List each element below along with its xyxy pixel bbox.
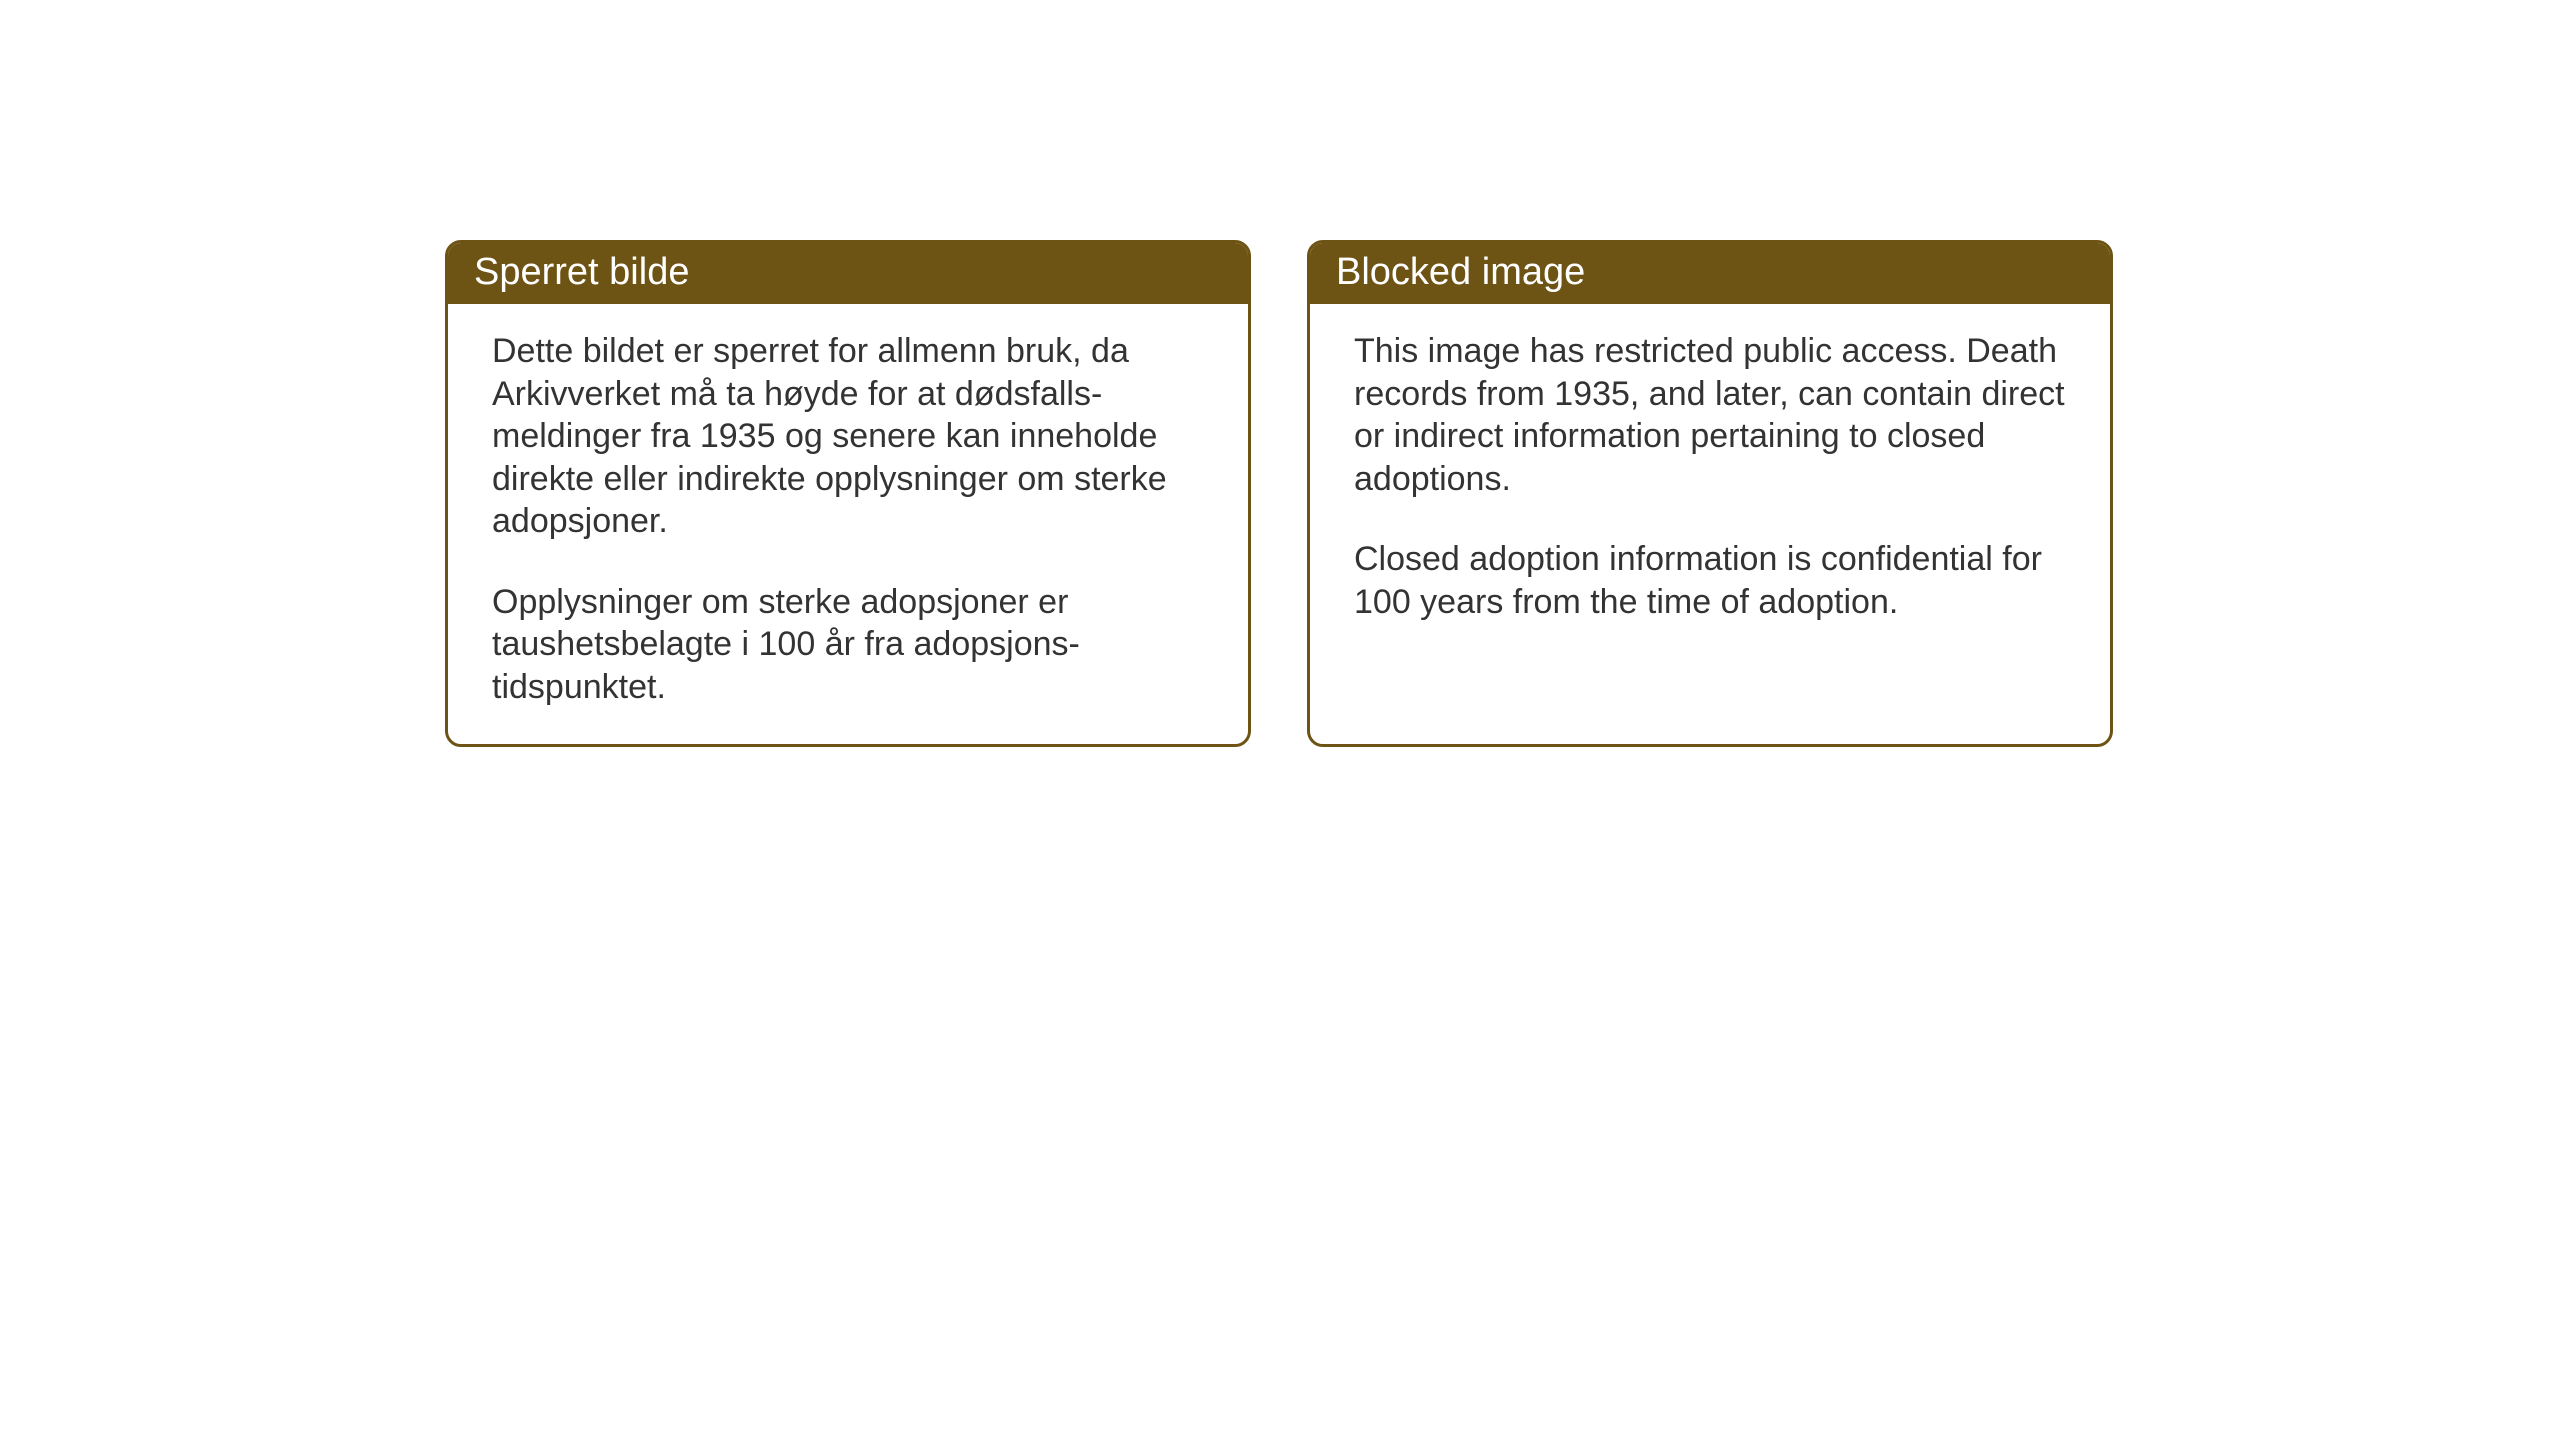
notice-title-norwegian: Sperret bilde <box>474 251 689 293</box>
notice-paragraph-1-norwegian: Dette bildet er sperret for allmenn bruk… <box>492 330 1204 543</box>
notice-box-norwegian: Sperret bilde Dette bildet er sperret fo… <box>445 240 1251 747</box>
notice-paragraph-2-norwegian: Opplysninger om sterke adopsjoner er tau… <box>492 581 1204 709</box>
notice-paragraph-1-english: This image has restricted public access.… <box>1354 330 2066 500</box>
notices-container: Sperret bilde Dette bildet er sperret fo… <box>445 240 2113 747</box>
notice-header-english: Blocked image <box>1310 243 2110 304</box>
notice-body-english: This image has restricted public access.… <box>1310 304 2110 732</box>
notice-header-norwegian: Sperret bilde <box>448 243 1248 304</box>
notice-title-english: Blocked image <box>1336 251 1585 293</box>
notice-body-norwegian: Dette bildet er sperret for allmenn bruk… <box>448 304 1248 744</box>
notice-box-english: Blocked image This image has restricted … <box>1307 240 2113 747</box>
notice-paragraph-2-english: Closed adoption information is confident… <box>1354 538 2066 623</box>
